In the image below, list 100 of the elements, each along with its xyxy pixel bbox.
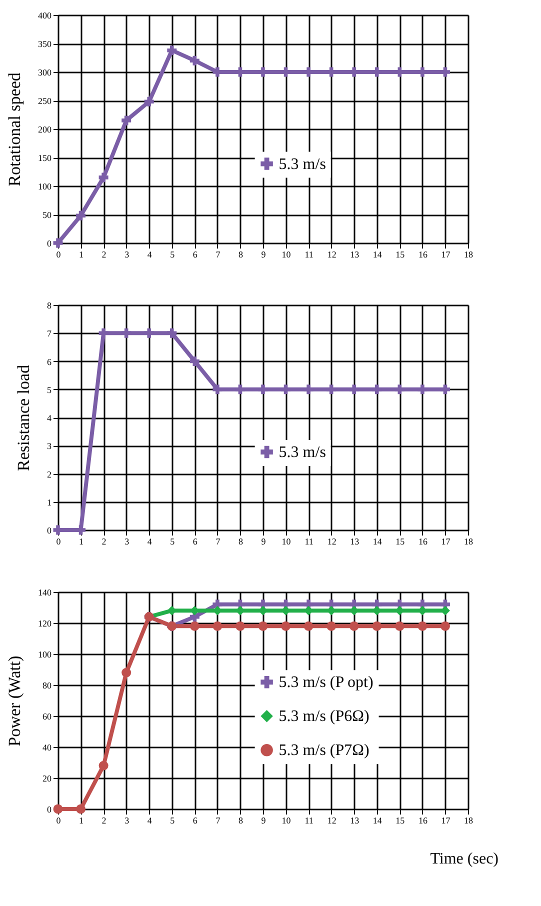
x-tick-label: 9 bbox=[261, 816, 266, 826]
x-tick-label: 12 bbox=[327, 816, 336, 826]
x-tick-label: 11 bbox=[304, 250, 314, 260]
point bbox=[167, 46, 177, 56]
point bbox=[349, 384, 359, 394]
y-axis-title: Resistance load bbox=[14, 364, 33, 472]
legend-label: 5.3 m/s (P6Ω) bbox=[278, 708, 370, 726]
x-tick-label: 6 bbox=[192, 816, 198, 826]
legend-label: 5.3 m/s bbox=[278, 156, 326, 173]
x-tick-label: 14 bbox=[372, 250, 382, 260]
y-tick-label: 3 bbox=[47, 441, 52, 452]
point bbox=[349, 621, 359, 631]
y-tick-label: 100 bbox=[38, 182, 52, 192]
y-tick-label: 200 bbox=[38, 124, 52, 134]
point bbox=[122, 116, 132, 126]
point bbox=[258, 384, 268, 394]
x-tick-label: 12 bbox=[327, 536, 336, 546]
x-tick-label: 5 bbox=[170, 816, 176, 826]
x-tick-label: 16 bbox=[418, 816, 428, 826]
x-tick-label: 3 bbox=[124, 816, 130, 826]
x-tick-label: 5 bbox=[170, 536, 176, 546]
x-tick-label: 2 bbox=[102, 250, 106, 260]
point bbox=[212, 384, 222, 394]
x-tick-label: 0 bbox=[56, 816, 62, 826]
x-tick-label: 0 bbox=[56, 536, 62, 546]
x-tick-label: 1 bbox=[79, 536, 84, 546]
point bbox=[281, 621, 291, 631]
x-tick-label: 2 bbox=[102, 536, 106, 546]
point bbox=[372, 384, 382, 394]
y-tick-label: 0 bbox=[47, 526, 52, 536]
x-tick-label: 1 bbox=[79, 816, 84, 826]
y-tick-label: 20 bbox=[42, 774, 52, 784]
y-tick-label: 5 bbox=[47, 384, 52, 395]
x-tick-label: 10 bbox=[282, 250, 292, 260]
point bbox=[212, 621, 222, 631]
legend-label: 5.3 m/s (P7Ω) bbox=[278, 742, 370, 760]
x-tick-label: 11 bbox=[304, 816, 314, 826]
point bbox=[190, 621, 200, 631]
x-tick-label: 7 bbox=[216, 250, 221, 260]
point bbox=[98, 760, 108, 770]
point bbox=[304, 384, 314, 394]
x-tick-label: 9 bbox=[261, 250, 266, 260]
point bbox=[372, 621, 382, 631]
x-tick-label: 8 bbox=[238, 816, 244, 826]
y-tick-label: 60 bbox=[42, 712, 52, 722]
point bbox=[235, 621, 245, 631]
x-tick-label: 18 bbox=[464, 250, 474, 260]
x-tick-label: 10 bbox=[282, 816, 292, 826]
y-tick-label: 120 bbox=[38, 618, 52, 628]
y-tick-label: 140 bbox=[38, 588, 52, 598]
x-tick-label: 8 bbox=[238, 536, 244, 546]
point bbox=[190, 56, 200, 66]
x-tick-label: 12 bbox=[327, 250, 336, 260]
x-tick-label: 13 bbox=[350, 250, 360, 260]
x-tick-label: 10 bbox=[282, 536, 292, 546]
x-tick-label: 15 bbox=[396, 816, 406, 826]
point bbox=[190, 356, 200, 366]
point bbox=[304, 621, 314, 631]
point bbox=[418, 621, 428, 631]
y-axis-title: Rotational speed bbox=[5, 72, 24, 186]
point bbox=[394, 621, 404, 631]
x-tick-label: 14 bbox=[372, 536, 382, 546]
y-tick-label: 350 bbox=[38, 39, 52, 49]
x-tick-label: 3 bbox=[124, 536, 130, 546]
point bbox=[167, 328, 177, 338]
x-tick-label: 3 bbox=[124, 250, 130, 260]
legend-label: 5.3 m/s (P opt) bbox=[278, 674, 374, 692]
x-tick-label: 13 bbox=[350, 536, 360, 546]
x-tick-label: 16 bbox=[418, 536, 428, 546]
legend-label: 5.3 m/s bbox=[278, 444, 326, 461]
point bbox=[76, 210, 86, 220]
x-tick-label: 0 bbox=[56, 250, 62, 260]
x-tick-label: 17 bbox=[441, 816, 451, 826]
x-tick-label: 1 bbox=[79, 250, 84, 260]
x-tick-label: 15 bbox=[396, 250, 406, 260]
y-tick-label: 150 bbox=[38, 153, 52, 163]
y-tick-label: 1 bbox=[47, 497, 52, 508]
x-tick-label: 4 bbox=[147, 536, 152, 546]
x-tick-label: 7 bbox=[216, 536, 221, 546]
x-tick-label: 7 bbox=[216, 816, 221, 826]
point bbox=[440, 621, 450, 631]
y-tick-label: 400 bbox=[38, 10, 52, 20]
y-tick-label: 40 bbox=[42, 742, 52, 752]
x-tick-label: 5 bbox=[170, 250, 176, 260]
y-tick-label: 6 bbox=[47, 356, 52, 367]
y-tick-label: 50 bbox=[42, 210, 52, 220]
point bbox=[394, 384, 404, 394]
point bbox=[235, 384, 245, 394]
point bbox=[326, 384, 336, 394]
x-tick-label: 11 bbox=[304, 536, 314, 546]
x-tick-label: 18 bbox=[464, 816, 474, 826]
point bbox=[144, 96, 154, 106]
point bbox=[281, 384, 291, 394]
y-axis-title: Power (Watt) bbox=[5, 656, 24, 746]
x-axis-title: Time (sec) bbox=[430, 850, 498, 868]
y-tick-label: 7 bbox=[47, 328, 52, 339]
x-tick-label: 9 bbox=[261, 536, 266, 546]
x-tick-label: 8 bbox=[238, 250, 244, 260]
x-tick-label: 4 bbox=[147, 816, 152, 826]
x-tick-label: 6 bbox=[192, 250, 198, 260]
